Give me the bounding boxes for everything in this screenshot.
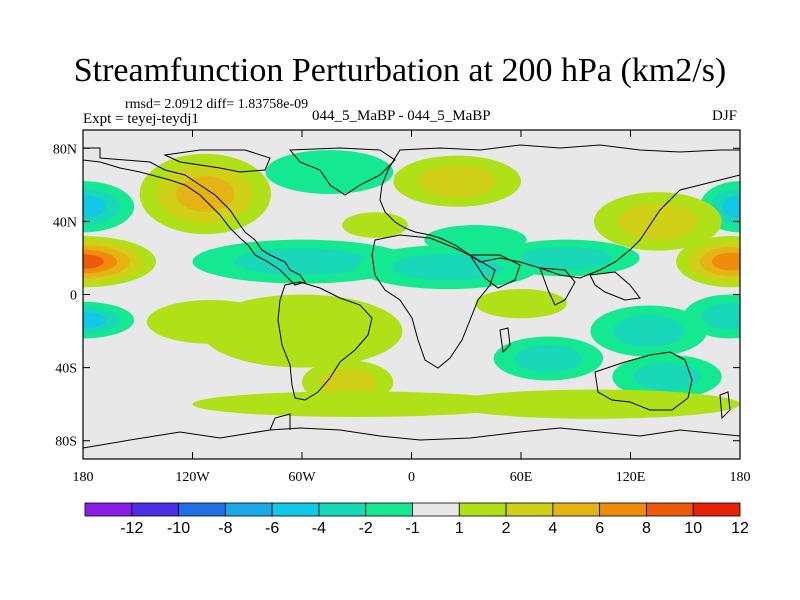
new-zealand-outline bbox=[719, 391, 731, 420]
colorbar-swatch bbox=[271, 502, 320, 517]
contour-region-7-level-0 bbox=[265, 150, 394, 194]
colorbar-swatch bbox=[552, 502, 601, 517]
contour-fill-layer bbox=[83, 150, 740, 419]
x-tick-label: 120E bbox=[616, 470, 646, 485]
contour-region-6-level-2 bbox=[176, 176, 235, 212]
contour-region-1-level-3 bbox=[711, 252, 740, 271]
contour-region-21-level-1 bbox=[633, 363, 701, 391]
colorbar-label: 1 bbox=[455, 520, 464, 537]
madagascar-outline bbox=[499, 327, 511, 354]
colorbar-swatch bbox=[458, 502, 507, 517]
x-axis: 180 120W 60W 0 60E 120E 180 bbox=[73, 130, 751, 485]
contour-region-13-level-1 bbox=[391, 253, 505, 281]
colorbar-label: 8 bbox=[642, 520, 651, 537]
contour-region-20-level-1 bbox=[514, 344, 583, 372]
india-outline bbox=[539, 267, 576, 306]
africa-outline bbox=[371, 234, 496, 369]
colorbar: -12 -10 -8 -6 -4 -2 -1 1 2 4 6 8 10 12 bbox=[84, 502, 749, 537]
contour-region-12-level-1 bbox=[234, 248, 370, 276]
y-tick-label: 40S bbox=[55, 362, 77, 377]
case-label: 044_5_MaBP - 044_5_MaBP bbox=[312, 108, 491, 124]
map-plot-area bbox=[82, 129, 741, 460]
contour-region-8-level-1 bbox=[417, 165, 497, 197]
colorbar-label: -8 bbox=[218, 520, 232, 537]
colorbar-label: -6 bbox=[265, 520, 279, 537]
contour-region-19-level-0 bbox=[475, 289, 567, 319]
x-tick-label: 60W bbox=[288, 470, 316, 485]
land-outline-layer bbox=[83, 144, 740, 449]
y-tick-label: 80S bbox=[55, 435, 77, 450]
colorbar-label: -4 bbox=[312, 520, 326, 537]
colorbar-swatch bbox=[84, 502, 133, 517]
colorbar-swatch bbox=[412, 502, 460, 517]
y-tick-label: 40N bbox=[53, 215, 77, 230]
canada-arctic-outline bbox=[163, 149, 271, 173]
australia-outline bbox=[594, 351, 693, 411]
colorbar-label: -2 bbox=[359, 520, 373, 537]
x-tick-label: 180 bbox=[73, 470, 94, 485]
contour-region-2-level-2 bbox=[83, 195, 106, 219]
experiment-label: Expt = teyej-teydj1 bbox=[83, 111, 199, 127]
colorbar-label: 10 bbox=[684, 520, 702, 537]
colorbar-label: 4 bbox=[548, 520, 557, 537]
colorbar-label: -10 bbox=[167, 520, 190, 537]
contour-region-14-level-1 bbox=[521, 246, 612, 270]
y-tick-label: 80N bbox=[53, 142, 77, 157]
arabia-outline bbox=[469, 254, 521, 289]
x-tick-label: 180 bbox=[730, 470, 751, 485]
contour-region-18-level-0 bbox=[146, 299, 275, 344]
north-america-outline bbox=[83, 147, 306, 286]
chart-title: Streamfunction Perturbation at 200 hPa (… bbox=[73, 52, 727, 89]
colorbar-swatch bbox=[131, 502, 179, 517]
contour-region-23-level-0 bbox=[448, 389, 740, 419]
colorbar-label: -12 bbox=[120, 520, 143, 537]
colorbar-swatch bbox=[599, 502, 647, 517]
south-america-outline bbox=[277, 281, 373, 401]
y-axis: 80N 40N 0 40S 80S bbox=[53, 142, 740, 450]
stats-line: rmsd= 2.0912 diff= 1.83758e-09 bbox=[125, 97, 309, 112]
x-tick-label: 120W bbox=[175, 470, 210, 485]
greenland-outline bbox=[288, 147, 396, 196]
colorbar-label: 12 bbox=[731, 520, 749, 537]
eurasia-outline bbox=[379, 144, 740, 279]
colorbar-swatch bbox=[224, 502, 273, 517]
colorbar-swatch bbox=[646, 502, 694, 517]
contour-region-17-level-1 bbox=[319, 368, 376, 396]
x-tick-label: 0 bbox=[408, 470, 415, 485]
contour-region-15-level-1 bbox=[612, 315, 685, 347]
colorbar-swatch bbox=[178, 502, 226, 517]
colorbar-swatch bbox=[365, 502, 413, 517]
colorbar-swatch bbox=[505, 502, 554, 517]
antarctic-peninsula-outline bbox=[269, 413, 291, 431]
colorbar-label: 6 bbox=[595, 520, 604, 537]
colorbar-label: -1 bbox=[405, 520, 419, 537]
contour-region-22-level-0 bbox=[192, 391, 521, 417]
colorbar-label: 2 bbox=[502, 520, 511, 537]
southeast-asia-outline bbox=[589, 271, 641, 301]
y-tick-label: 0 bbox=[70, 289, 77, 304]
colorbar-swatch bbox=[692, 502, 741, 517]
x-tick-label: 60E bbox=[510, 470, 533, 485]
contour-region-9-level-0 bbox=[342, 212, 408, 238]
contour-region-4-level-2 bbox=[83, 311, 106, 329]
colorbar-swatch bbox=[318, 502, 367, 517]
antarctica-outline bbox=[83, 427, 740, 449]
contour-region-3-level-2 bbox=[722, 195, 740, 219]
contour-region-0-level-4 bbox=[83, 254, 104, 269]
contour-region-5-level-1 bbox=[701, 302, 740, 330]
contour-region-11-level-1 bbox=[618, 203, 698, 240]
season-label: DJF bbox=[712, 108, 738, 124]
